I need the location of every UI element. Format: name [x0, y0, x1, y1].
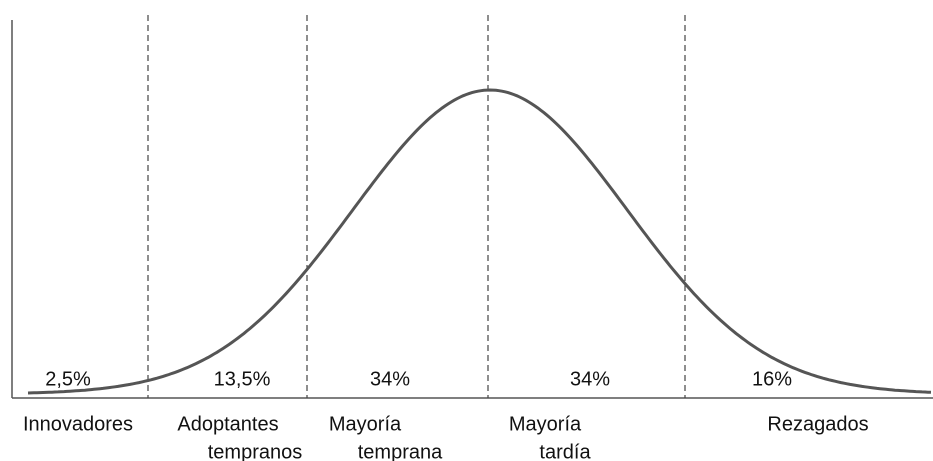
segment-label: Mayoría: [509, 413, 582, 435]
segment-label: tempranos: [208, 441, 303, 461]
percent-label: 16%: [752, 368, 792, 390]
segment-label: Adoptantes: [177, 413, 278, 435]
dividers: [147, 15, 686, 398]
percent-label: 34%: [570, 368, 610, 390]
segment-label: Mayoría: [329, 413, 402, 435]
segment-label: Innovadores: [23, 413, 133, 435]
segment-label: tardía: [539, 441, 591, 461]
percent-label: 13,5%: [214, 368, 271, 390]
segment-label: Rezagados: [767, 413, 868, 435]
bell-curve: [27, 88, 932, 395]
percent-label: 2,5%: [45, 368, 91, 390]
percent-label: 34%: [370, 368, 410, 390]
segment-label: temprana: [358, 441, 443, 461]
